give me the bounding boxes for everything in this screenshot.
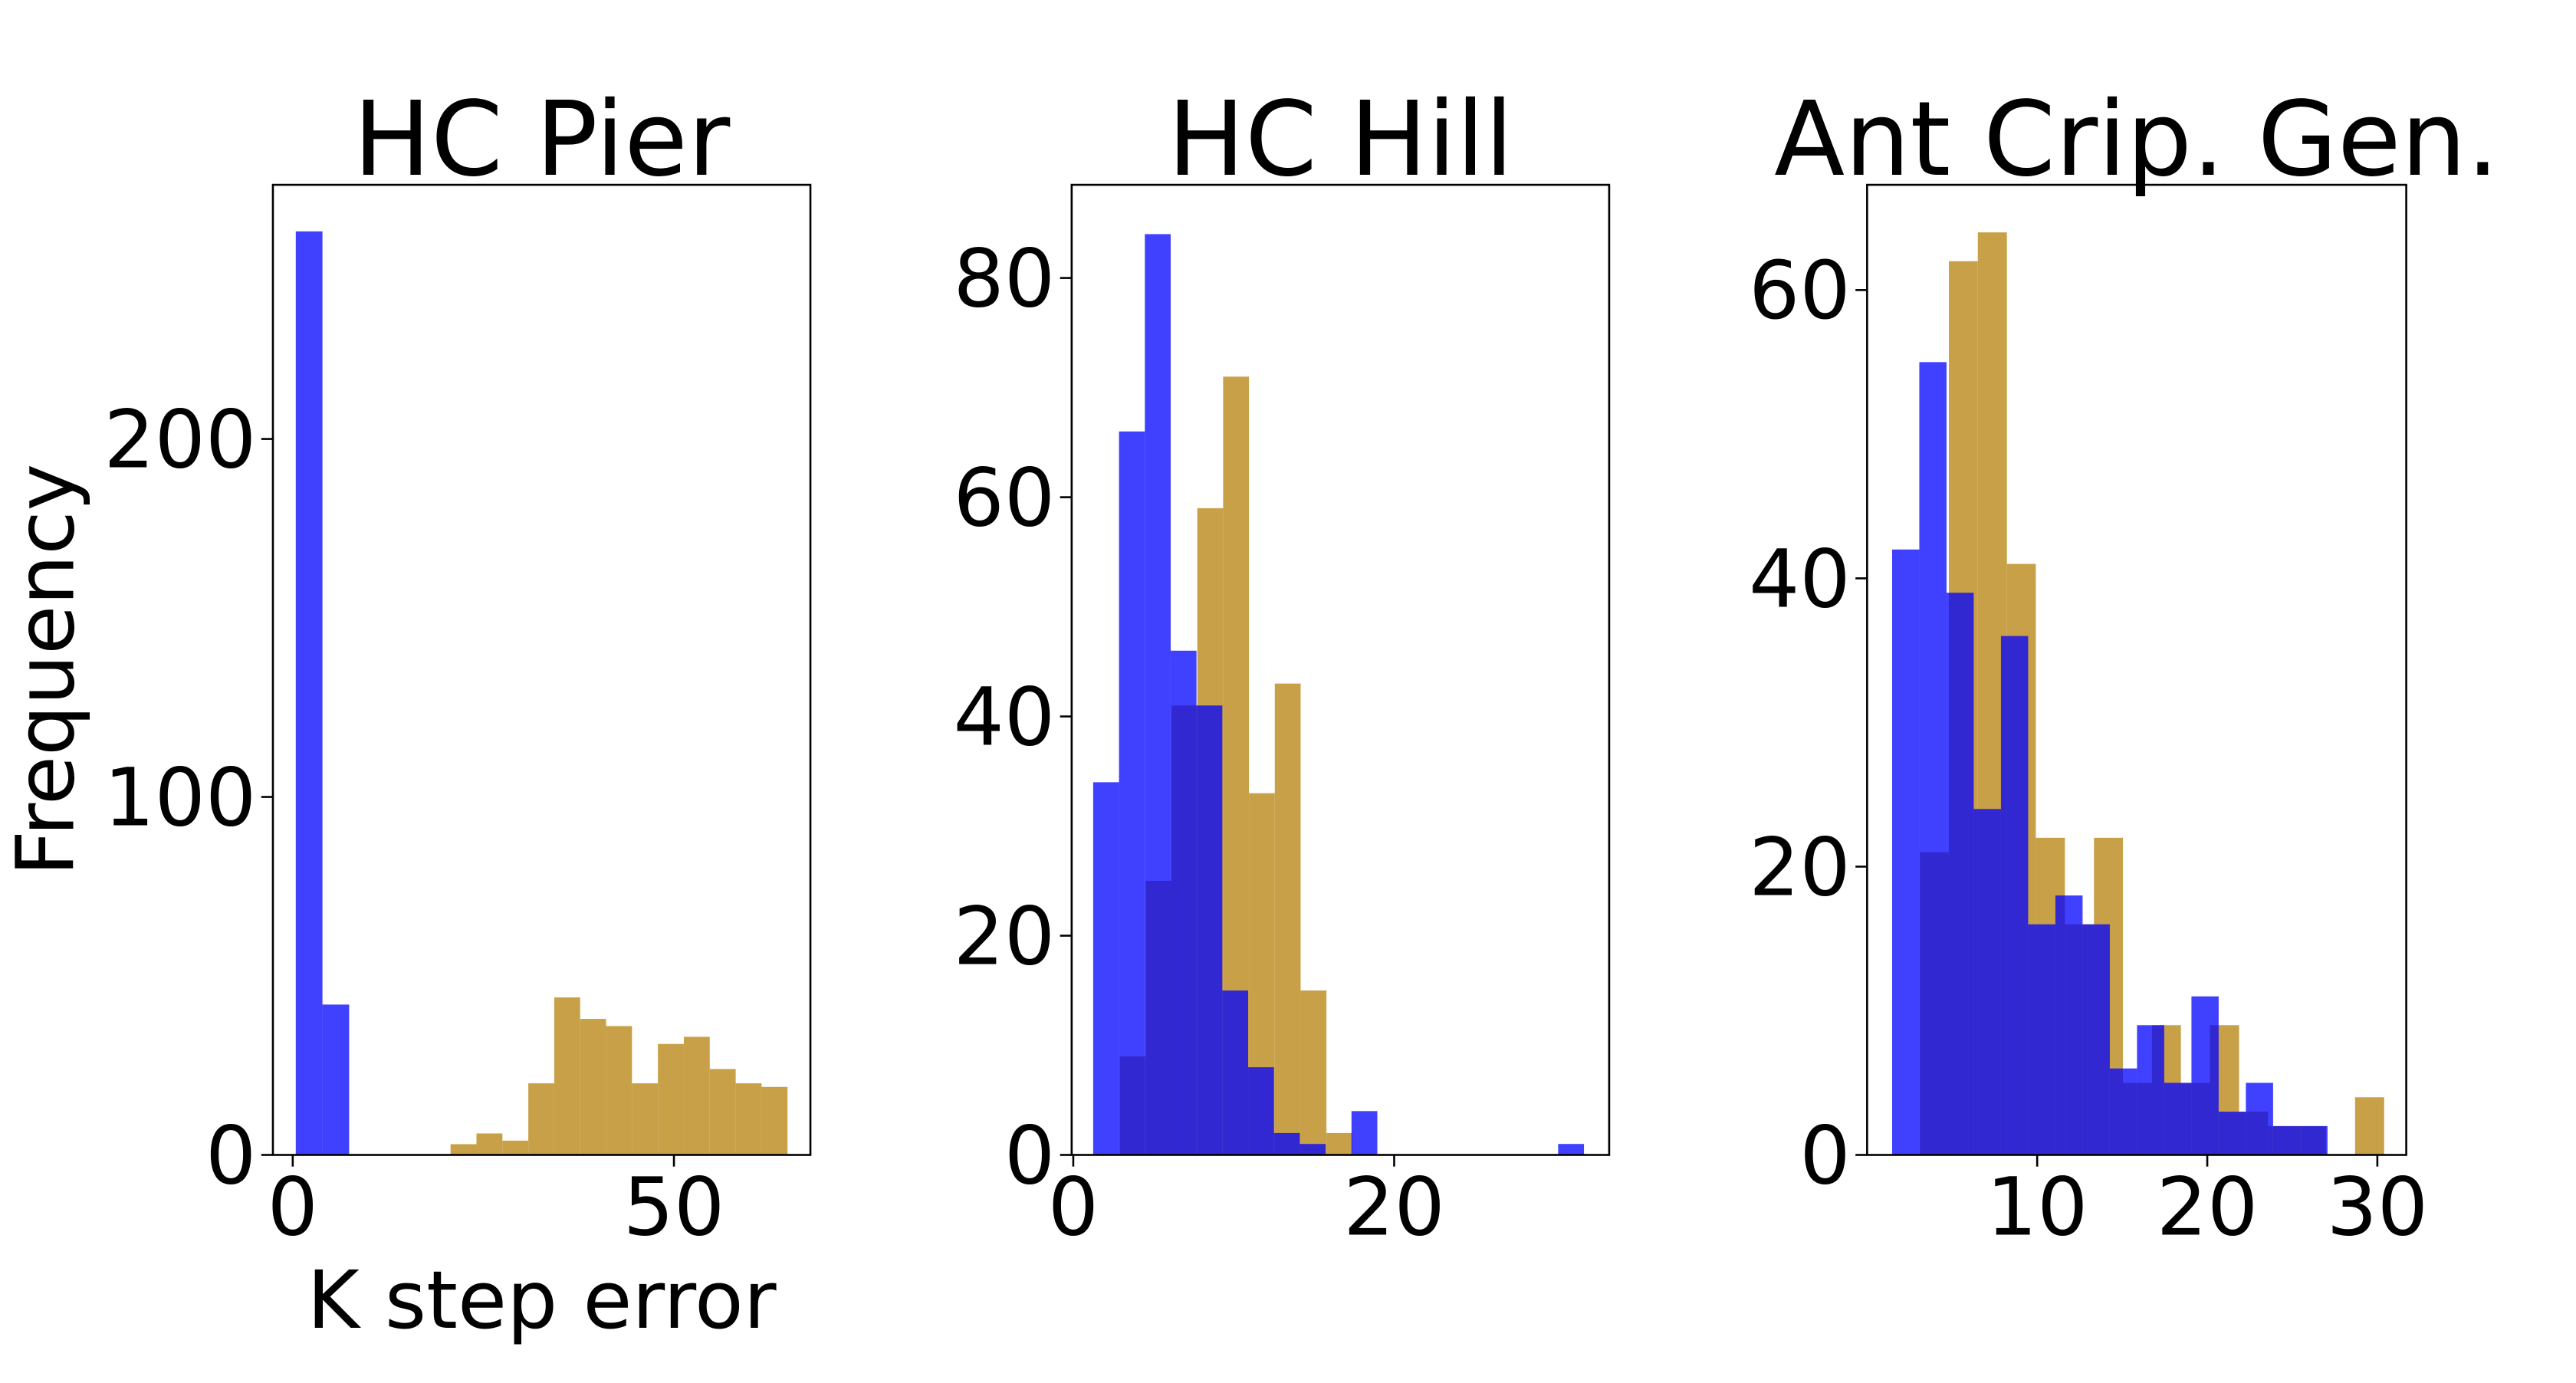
- histogram-bar: [735, 1083, 762, 1155]
- histogram-bar: [1351, 1111, 1378, 1155]
- histogram-bar: [2000, 636, 2029, 1155]
- y-tick-label: 40: [954, 670, 1056, 764]
- histogram-bar: [2218, 1112, 2246, 1155]
- y-tick-label: 20: [954, 889, 1056, 983]
- histogram-bar: [658, 1043, 684, 1155]
- axes-frame: [1070, 183, 1611, 1156]
- histogram-bar: [2055, 895, 2083, 1155]
- histogram-bar: [1222, 990, 1249, 1155]
- chart-title: Ant Crip. Gen.: [1774, 79, 2499, 199]
- histogram-bar: [1300, 1144, 1326, 1155]
- histogram-bar: [1092, 782, 1119, 1155]
- histogram-bar: [2354, 1097, 2384, 1155]
- y-tick-label: 80: [954, 232, 1056, 326]
- histogram-bar: [2191, 996, 2219, 1155]
- histogram-bar: [1119, 431, 1145, 1155]
- histogram-bar: [502, 1140, 529, 1155]
- axes-frame: [1866, 183, 2407, 1156]
- histogram-bar: [1170, 650, 1197, 1155]
- histogram-bar: [2028, 924, 2055, 1155]
- y-tick-label: 60: [1749, 244, 1851, 337]
- y-tick-label: 0: [205, 1109, 256, 1202]
- histogram-bar: [709, 1069, 736, 1155]
- histogram-bar: [1946, 593, 1974, 1155]
- histogram-bar: [580, 1019, 606, 1155]
- x-tick-label: 0: [1048, 1161, 1099, 1254]
- histogram-bar: [1973, 809, 2001, 1155]
- histogram-bar: [606, 1026, 632, 1155]
- x-tick-label: 20: [2157, 1161, 2259, 1254]
- histogram-bar: [1273, 1132, 1300, 1155]
- histogram-bar: [1274, 683, 1301, 1155]
- histogram-bar: [528, 1083, 554, 1155]
- histogram-bar: [1558, 1144, 1585, 1155]
- chart-title: HC Hill: [1168, 79, 1513, 199]
- x-tick-label: 10: [1986, 1161, 2088, 1254]
- histogram-bar: [683, 1036, 710, 1155]
- histogram-bar: [632, 1083, 659, 1155]
- histogram-bar: [2246, 1082, 2273, 1155]
- y-tick-label: 100: [104, 751, 256, 844]
- histogram-bar: [450, 1144, 477, 1155]
- histogram-bar: [2137, 1025, 2164, 1155]
- histogram-bar: [1145, 234, 1171, 1155]
- histogram-bar: [1196, 705, 1223, 1155]
- y-tick-label: 0: [1004, 1109, 1055, 1202]
- histogram-bar: [761, 1086, 788, 1155]
- histogram-bar: [1326, 1132, 1352, 1155]
- histogram-bar: [1919, 362, 1947, 1155]
- histogram-bar: [554, 997, 580, 1155]
- chart-title: HC Pier: [353, 79, 731, 199]
- axes-frame: [271, 183, 812, 1156]
- y-tick-label: 20: [1749, 820, 1851, 914]
- x-tick-label: 0: [268, 1161, 318, 1254]
- y-tick-label: 60: [954, 451, 1056, 544]
- histogram-bar: [1891, 549, 1920, 1155]
- histogram-bar: [2082, 924, 2110, 1155]
- histogram-bar: [322, 1004, 350, 1155]
- histogram-bar: [1300, 990, 1327, 1155]
- histogram-bar: [2272, 1125, 2301, 1155]
- histogram-bar: [2164, 1082, 2192, 1155]
- histogram-bar: [476, 1133, 503, 1155]
- y-tick-label: 0: [1799, 1109, 1850, 1202]
- histogram-bar: [295, 231, 323, 1155]
- histogram-bar: [1248, 1067, 1274, 1155]
- histogram-bar: [2300, 1125, 2328, 1155]
- x-axis-label: K step error: [307, 1253, 776, 1347]
- x-tick-label: 30: [2327, 1161, 2429, 1254]
- x-tick-label: 50: [623, 1161, 725, 1254]
- y-tick-label: 40: [1749, 532, 1851, 626]
- histogram-bar: [2109, 1068, 2137, 1155]
- y-tick-label: 200: [104, 393, 256, 487]
- x-tick-label: 20: [1343, 1161, 1445, 1254]
- y-axis-label: Frequency: [0, 464, 93, 876]
